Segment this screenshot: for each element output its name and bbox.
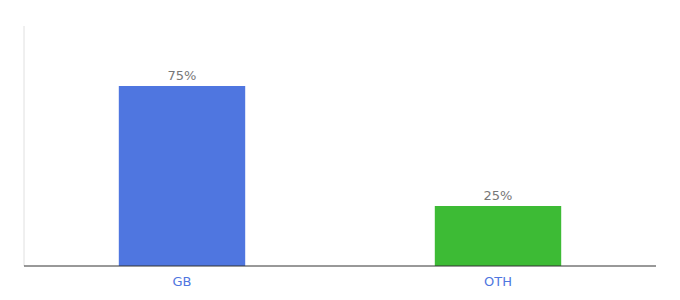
y-axis-line xyxy=(24,26,25,266)
data-label: 75% xyxy=(168,68,197,83)
chart-container: 75% 25% GB OTH xyxy=(0,0,680,300)
x-axis-line xyxy=(24,266,656,267)
data-label: 25% xyxy=(484,188,513,203)
x-tick-label: OTH xyxy=(484,274,512,289)
bar xyxy=(119,86,245,266)
x-tick-label: GB xyxy=(173,274,192,289)
chart-svg: 75% 25% GB OTH xyxy=(0,0,680,300)
bar xyxy=(435,206,561,266)
bars xyxy=(119,86,561,266)
